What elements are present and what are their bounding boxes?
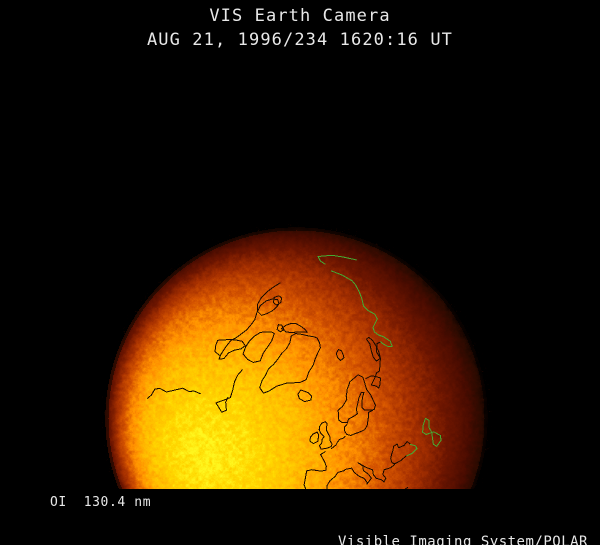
coastline-path — [303, 451, 346, 489]
coastline-path — [317, 254, 357, 265]
wavelength-label: OI 130.4 nm — [50, 495, 152, 510]
coastline-path — [394, 455, 407, 465]
coastline-path — [318, 421, 333, 450]
coastline-path — [259, 333, 321, 394]
coastline-path — [214, 282, 281, 360]
coastline-path — [422, 417, 442, 447]
coastline-path — [343, 409, 374, 436]
coastline-path — [309, 431, 320, 445]
coastline-path — [366, 336, 381, 362]
coastline-path — [344, 462, 396, 485]
coastline-path — [276, 324, 285, 333]
page-title: VIS Earth Camera — [209, 6, 391, 26]
coastline-path — [331, 435, 346, 449]
coastline-path — [242, 331, 275, 363]
attribution-block: Visible Imaging System/POLAR The Univers… — [302, 492, 588, 545]
coastline-path — [257, 298, 280, 316]
coastline-path — [281, 323, 308, 334]
image-header: VIS Earth Camera AUG 21, 1996/234 1620:1… — [0, 0, 600, 52]
coastline-path — [365, 341, 382, 389]
coastline-path — [335, 349, 345, 361]
coastline-path — [390, 441, 412, 465]
image-footer: OI 130.4 nm Visible Imaging System/POLAR… — [0, 489, 600, 545]
coastline-path — [330, 270, 393, 347]
coastline-path — [215, 369, 243, 413]
earth-dayglow-canvas — [0, 62, 600, 489]
observation-timestamp: AUG 21, 1996/234 1620:16 UT — [146, 30, 454, 50]
coastline-path — [273, 295, 283, 306]
earth-disk-image — [0, 62, 600, 489]
coastline-path — [405, 444, 418, 457]
coastline-path — [147, 387, 201, 399]
coastline-path — [297, 389, 313, 403]
instrument-label: Visible Imaging System/POLAR — [337, 534, 588, 545]
coastline-overlay — [147, 254, 442, 489]
coastline-path — [337, 374, 376, 424]
